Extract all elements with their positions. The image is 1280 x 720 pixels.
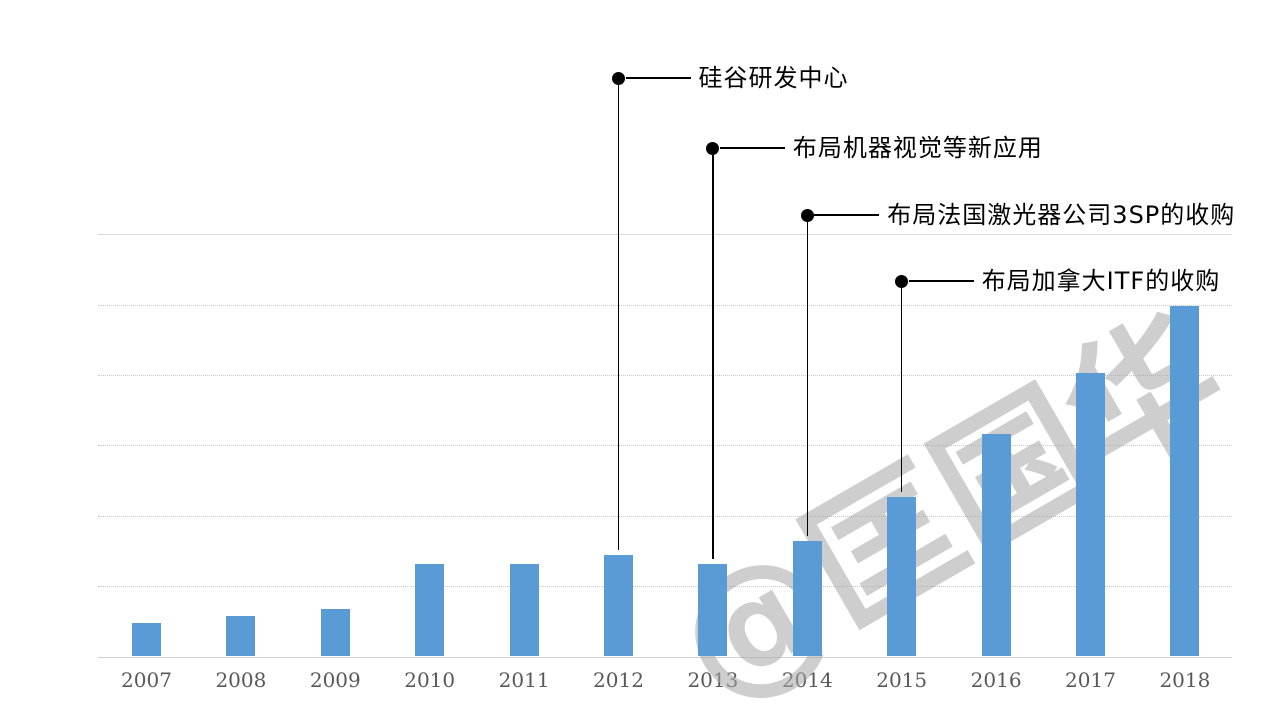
x-axis-label-2012: 2012 xyxy=(593,668,644,692)
x-axis-label-2010: 2010 xyxy=(404,668,456,692)
annotation-line-horizontal-3 xyxy=(814,214,880,216)
bar-2009 xyxy=(320,609,350,657)
x-axis-label-2016: 2016 xyxy=(970,668,1022,692)
gridline xyxy=(98,374,1232,376)
annotation-line-vertical-4 xyxy=(901,281,903,493)
annotation-label-2: 布局机器视觉等新应用 xyxy=(792,134,1043,162)
bar-2016 xyxy=(981,434,1011,657)
bar-2011 xyxy=(509,563,539,657)
bar-2018 xyxy=(1170,305,1200,657)
x-axis-label-2015: 2015 xyxy=(876,668,928,692)
bar-2007 xyxy=(132,623,161,657)
x-axis-line xyxy=(98,656,1232,658)
annotation-line-vertical-1 xyxy=(617,78,620,551)
annotation-line-horizontal-2 xyxy=(719,147,785,149)
annotation-label-3: 布局法国激光器公司3SP的收购 xyxy=(887,201,1236,229)
x-axis-label-2013: 2013 xyxy=(687,668,739,692)
bar-2014 xyxy=(792,541,822,657)
annotation-line-vertical-2 xyxy=(712,148,714,559)
x-axis-label-2018: 2018 xyxy=(1159,668,1211,692)
annotation-label-1: 硅谷研发中心 xyxy=(698,64,849,92)
annotation-line-horizontal-4 xyxy=(908,280,974,282)
gridline xyxy=(98,234,1232,236)
gridline xyxy=(98,515,1232,517)
gridline xyxy=(98,445,1232,447)
bar-2012 xyxy=(604,555,633,657)
x-axis-label-2007: 2007 xyxy=(121,668,172,692)
bar-2008 xyxy=(226,616,256,657)
bar-2010 xyxy=(415,564,445,657)
annotation-line-horizontal-1 xyxy=(625,77,691,79)
annotation-line-vertical-3 xyxy=(806,215,808,537)
x-axis-label-2017: 2017 xyxy=(1065,668,1116,692)
bar-2017 xyxy=(1076,373,1105,657)
bar-2015 xyxy=(887,497,917,657)
bar-2013 xyxy=(698,563,728,657)
x-axis-label-2014: 2014 xyxy=(781,668,833,692)
x-axis-label-2009: 2009 xyxy=(309,668,361,692)
gridline xyxy=(98,304,1232,306)
annotation-label-4: 布局加拿大ITF的收购 xyxy=(981,267,1221,295)
x-axis-label-2008: 2008 xyxy=(215,668,267,692)
gridline xyxy=(98,586,1232,588)
x-axis-label-2011: 2011 xyxy=(498,668,550,692)
